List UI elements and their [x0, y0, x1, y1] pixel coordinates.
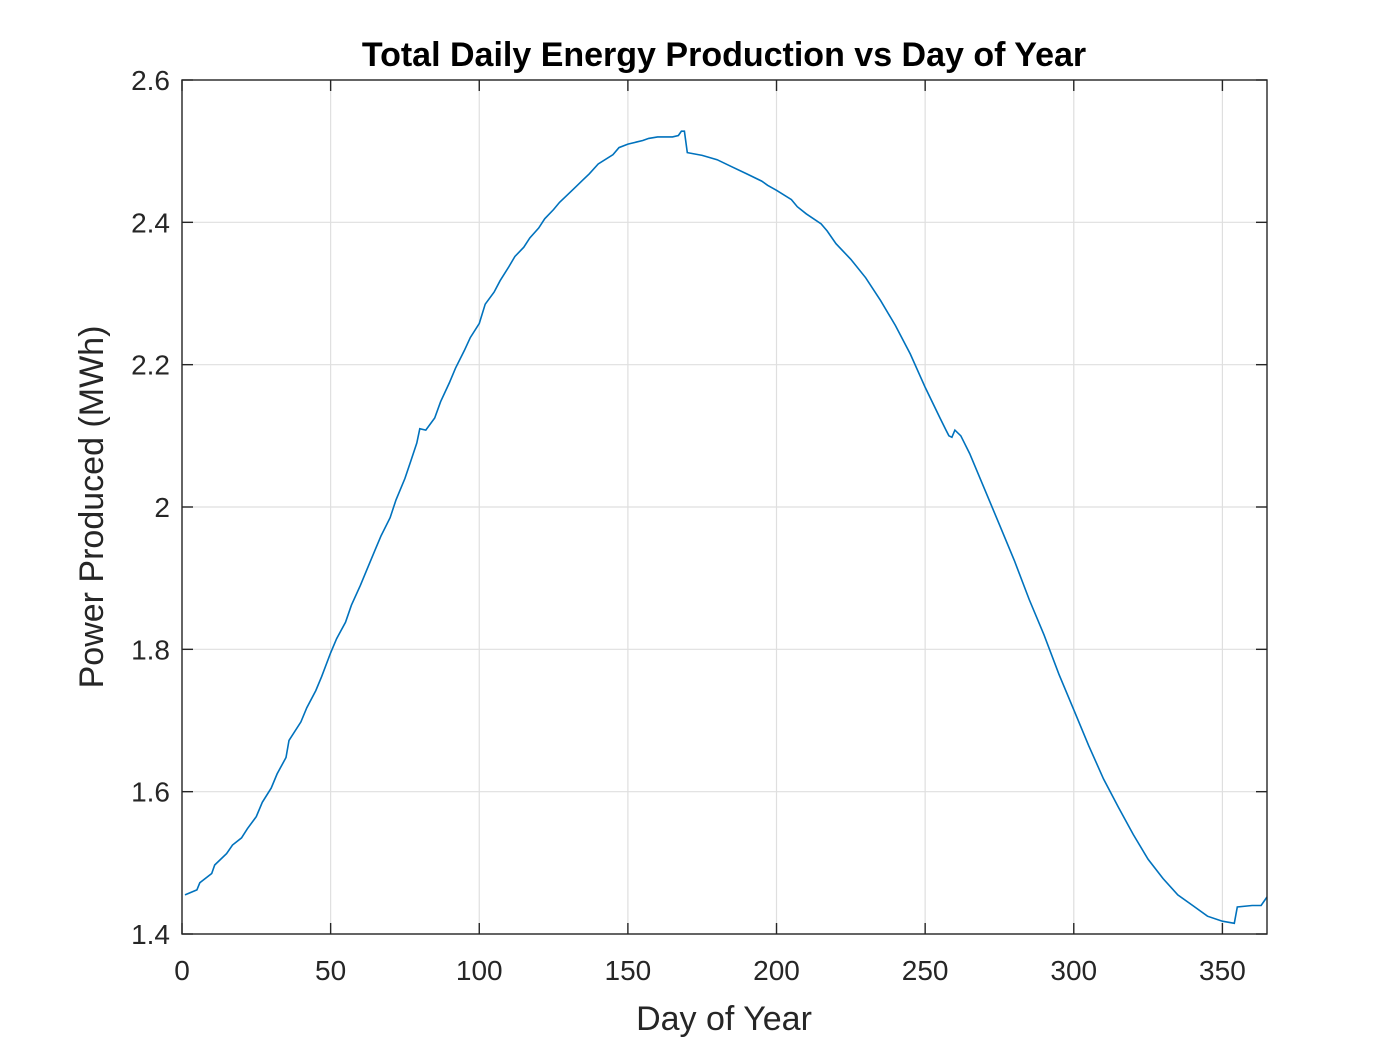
series-line	[184, 130, 1268, 925]
x-tick-label: 100	[456, 955, 503, 986]
x-tick-label: 200	[753, 955, 800, 986]
y-tick-label: 2.4	[131, 207, 170, 238]
y-tick-label: 1.4	[131, 919, 170, 950]
x-tick-label: 350	[1199, 955, 1246, 986]
y-tick-label: 1.8	[131, 634, 170, 665]
x-axis-label: Day of Year	[636, 1000, 812, 1038]
x-tick-label: 250	[902, 955, 949, 986]
axis-ticks: 0 50 100 150 200 250 300 350 1.4 1.6 1.8 2 2.2 2.4 2.6	[131, 65, 1267, 986]
x-tick-label: 150	[605, 955, 652, 986]
y-tick-label: 2.2	[131, 350, 170, 381]
chart-title: Total Daily Energy Production vs Day of …	[362, 36, 1086, 74]
y-tick-label: 2.6	[131, 65, 170, 96]
y-tick-label: 1.6	[131, 777, 170, 808]
y-axis-label: Power Produced (MWh)	[73, 326, 111, 689]
x-tick-label: 300	[1050, 955, 1097, 986]
y-tick-label: 2	[154, 492, 170, 523]
x-tick-label: 0	[174, 955, 190, 986]
x-tick-label: 50	[315, 955, 346, 986]
